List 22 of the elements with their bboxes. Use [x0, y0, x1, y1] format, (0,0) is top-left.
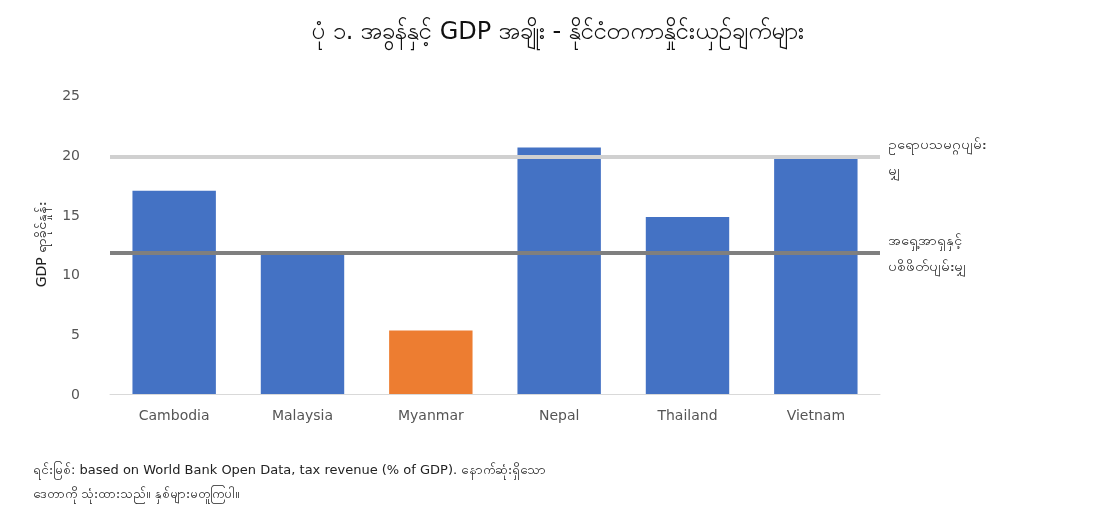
bar	[517, 147, 601, 394]
x-tick-label: Malaysia	[271, 407, 334, 423]
y-axis-title: GDP ရာခိုင်နှုန်း	[33, 201, 52, 288]
bar	[645, 216, 730, 394]
text: ရင်းမြစ်: based on World Bank Open Data, tax revenue (% of GDP). နောက်ဆုံးရှိသော ဒေတာကို သုံးထားသည်။ နှစ်များမတူကြပါ။	[33, 460, 551, 504]
bar	[774, 158, 858, 394]
y-tick-label: 15	[62, 206, 80, 223]
y-tick-label: 5	[71, 326, 80, 343]
ref-line-label: ဥရောပသမဂ္ဂပျမ်းမျှ	[888, 136, 986, 182]
y-tick-label: 0	[71, 386, 80, 402]
bar	[389, 330, 473, 394]
y-tick-label: 25	[62, 87, 80, 103]
ref-line-label: အရှေ့အာရှနှင့် ပစိဖိတ်ပျမ်းမျှ	[888, 231, 967, 277]
y-tick-label: 10	[62, 266, 80, 283]
x-tick-label: Thailand	[656, 407, 718, 423]
x-tick-label: Nepal	[538, 407, 580, 423]
chart-title: ပုံ ၁. အခွန်နှင့် GDP အချိုး - နိုင်ငံတကာနှိုင်းယှဉ်ချက်များ	[312, 16, 804, 51]
bar	[132, 190, 216, 394]
y-tick-label: 20	[62, 146, 80, 163]
x-tick-label: Cambodia	[138, 407, 210, 423]
x-tick-label: Myanmar	[397, 407, 464, 423]
x-tick-label: Vietnam	[786, 407, 846, 423]
